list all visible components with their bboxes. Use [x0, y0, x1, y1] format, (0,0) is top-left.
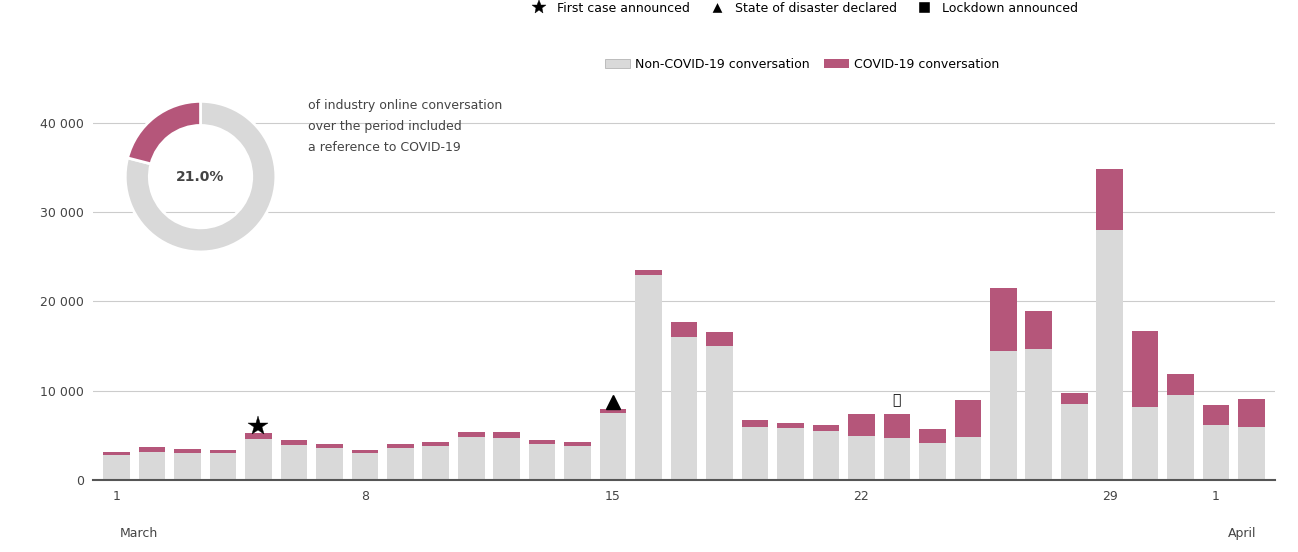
Bar [1025, 311, 1053, 349]
Text: March: March [119, 527, 157, 540]
Text: of industry online conversation: of industry online conversation [308, 99, 502, 113]
Bar [528, 440, 556, 444]
Bar [813, 425, 840, 431]
Bar [778, 423, 803, 428]
Bar [139, 447, 165, 452]
Text: 21.0%: 21.0% [177, 169, 225, 184]
Bar [209, 453, 236, 480]
Legend: Non-COVID-19 conversation, COVID-19 conversation: Non-COVID-19 conversation, COVID-19 conv… [600, 53, 1005, 76]
Bar [990, 288, 1016, 351]
Bar [565, 446, 591, 480]
Bar [352, 453, 378, 480]
Bar [315, 448, 343, 480]
Bar [1238, 427, 1264, 480]
Bar [245, 439, 271, 480]
Bar [387, 444, 414, 448]
Bar [1097, 169, 1123, 230]
Bar [458, 437, 484, 480]
Bar [174, 449, 201, 453]
Bar [706, 332, 733, 346]
Bar [104, 452, 130, 455]
Bar [280, 445, 308, 480]
Bar [1203, 405, 1229, 425]
Text: April: April [1228, 527, 1256, 540]
Bar [635, 275, 662, 480]
Bar [280, 440, 308, 445]
Bar [1238, 399, 1264, 427]
Bar [954, 400, 981, 437]
Bar [352, 450, 378, 453]
Wedge shape [126, 102, 276, 252]
Bar [1097, 230, 1123, 480]
Bar [884, 414, 910, 438]
Bar [884, 438, 910, 480]
Bar [600, 409, 627, 413]
Text: over the period included: over the period included [308, 120, 461, 134]
Bar [919, 443, 946, 480]
Bar [174, 453, 201, 480]
Bar [1025, 349, 1053, 480]
Bar [778, 428, 803, 480]
Bar [315, 444, 343, 448]
Bar [706, 346, 733, 480]
Bar [458, 432, 484, 437]
Bar [422, 442, 449, 446]
Bar [671, 337, 697, 480]
Bar [104, 455, 130, 480]
Bar [1060, 392, 1088, 404]
Bar [422, 446, 449, 480]
Bar [1203, 425, 1229, 480]
Bar [387, 448, 414, 480]
Bar [1060, 404, 1088, 480]
Bar [600, 413, 627, 480]
Bar [209, 450, 236, 453]
Bar [245, 433, 271, 439]
Bar [493, 432, 520, 438]
Bar [635, 270, 662, 275]
Wedge shape [127, 102, 201, 164]
Bar [1167, 374, 1194, 395]
Bar [671, 322, 697, 337]
Bar [954, 437, 981, 480]
Bar [741, 427, 768, 480]
Bar [1132, 331, 1159, 407]
Bar [919, 429, 946, 443]
Bar [493, 438, 520, 480]
Bar [528, 444, 556, 480]
Bar [990, 351, 1016, 480]
Text: 🔒: 🔒 [893, 393, 901, 407]
Bar [741, 421, 768, 427]
Bar [565, 442, 591, 446]
Bar [848, 414, 875, 436]
Bar [139, 452, 165, 480]
Bar [848, 436, 875, 480]
Bar [813, 431, 840, 480]
Text: a reference to COVID-19: a reference to COVID-19 [308, 141, 461, 155]
Bar [1167, 395, 1194, 480]
Bar [1132, 407, 1159, 480]
